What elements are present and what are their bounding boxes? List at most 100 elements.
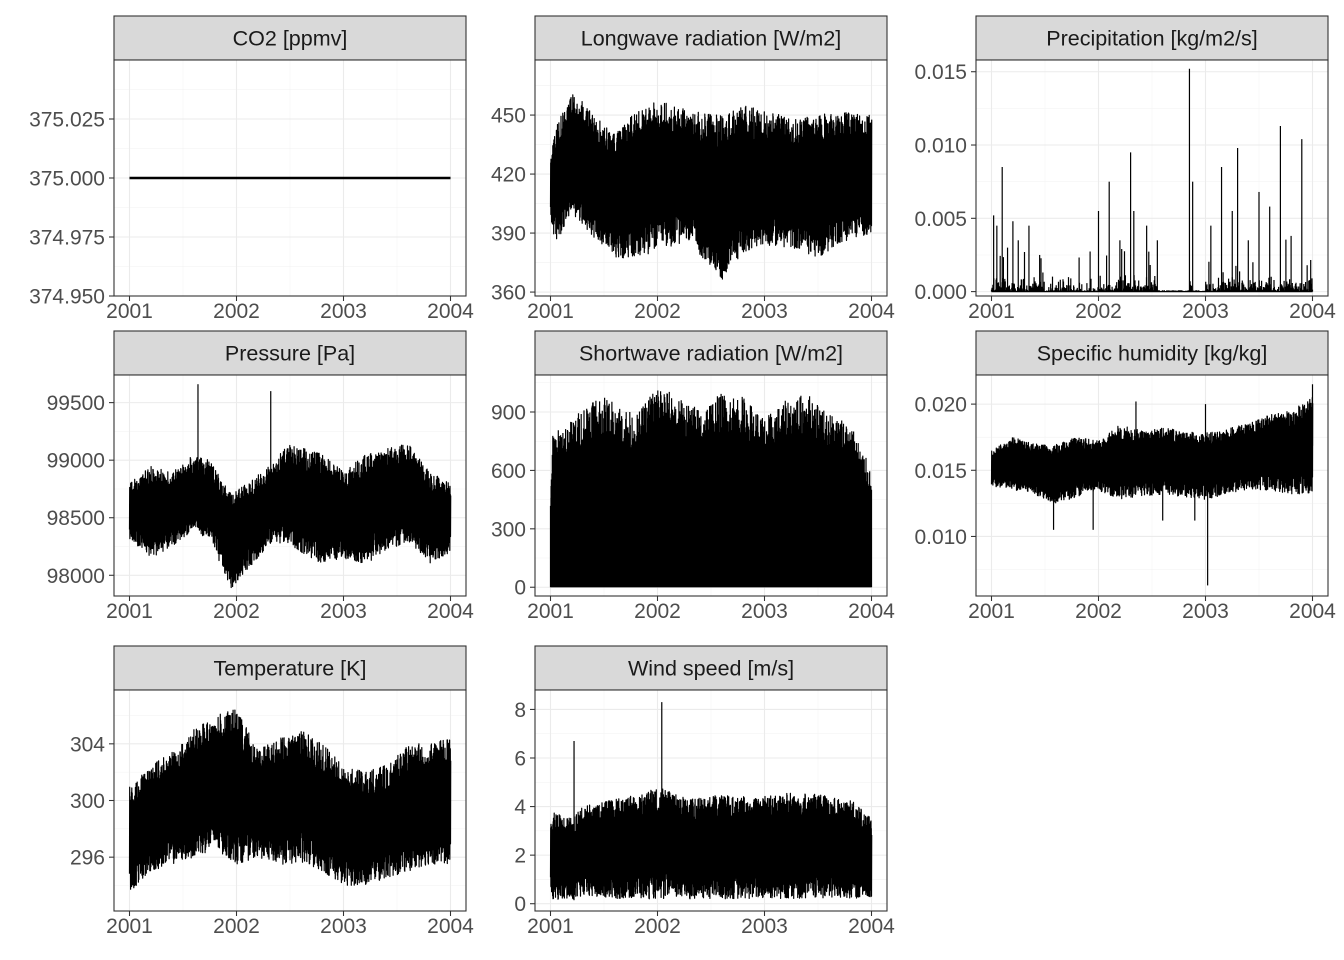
- panel-border: [534, 59, 888, 297]
- x-tick-label: 2001: [968, 600, 1015, 623]
- y-tick-label: 0.015: [914, 460, 967, 483]
- y-tick-label: 0.020: [914, 394, 967, 417]
- strip-background: [975, 15, 1329, 61]
- x-tick-label: 2003: [1182, 600, 1229, 623]
- strip-background: [113, 15, 467, 61]
- y-tick-label: 375.025: [29, 109, 105, 132]
- y-tick-label: 420: [491, 164, 526, 187]
- panel-border: [534, 689, 888, 912]
- facet-panel-4: Pressure [Pa] 98000 98500 99000 99500 2001 200…: [47, 330, 474, 623]
- series-line: [549, 788, 873, 901]
- x-tick-label: 2002: [213, 300, 260, 323]
- series-group: [549, 94, 873, 280]
- facet-panel-7: Temperature [K] 296 300 304 2001 2002 2003 2004: [70, 645, 474, 938]
- y-tick-label: 0.005: [914, 208, 967, 231]
- x-tick-label: 2003: [320, 915, 367, 938]
- x-tick-label: 2002: [213, 600, 260, 623]
- strip-background: [975, 330, 1329, 376]
- facet-panel-5: Shortwave radiation [W/m2] 0 300 600 900 2001…: [491, 330, 895, 623]
- x-tick-label: 2001: [968, 300, 1015, 323]
- x-tick-label: 2003: [741, 600, 788, 623]
- y-tick-label: 374.950: [29, 286, 105, 309]
- x-tick-label: 2001: [527, 600, 574, 623]
- facet-panel-8: Wind speed [m/s] 0 2 4 6 8 2001 2002 2003 2004: [514, 645, 895, 938]
- x-tick-label: 2002: [1075, 300, 1122, 323]
- series-group: [990, 384, 1314, 586]
- x-tick-label: 2003: [1182, 300, 1229, 323]
- strip-title: Longwave radiation [W/m2]: [581, 27, 842, 51]
- x-tick-label: 2001: [106, 300, 153, 323]
- panel-border: [113, 374, 467, 597]
- strip-title: Temperature [K]: [214, 657, 367, 681]
- y-tick-label: 0.010: [914, 135, 967, 158]
- series-group: [549, 702, 873, 901]
- x-tick-label: 2004: [427, 915, 474, 938]
- y-tick-label: 304: [70, 733, 105, 756]
- facet-panels: CO2 [ppmv]374.950374.975375.000375.02520…: [29, 15, 1336, 938]
- x-tick-label: 2002: [634, 600, 681, 623]
- x-tick-label: 2004: [1289, 300, 1336, 323]
- series-group: [128, 709, 452, 890]
- y-tick-label: 6: [514, 748, 526, 771]
- y-tick-label: 300: [70, 790, 105, 813]
- y-tick-label: 0.015: [914, 61, 967, 84]
- series-line: [128, 709, 452, 890]
- x-tick-label: 2002: [1075, 600, 1122, 623]
- y-tick-label: 2: [514, 845, 526, 868]
- y-tick-label: 0.010: [914, 526, 967, 549]
- y-tick-label: 374.975: [29, 227, 105, 250]
- facet-panel-1: CO2 [ppmv] 374.950 374.975 375.000 375.025 20…: [29, 15, 474, 323]
- strip-background: [113, 330, 467, 376]
- y-tick-label: 900: [491, 401, 526, 424]
- strip-title: Wind speed [m/s]: [628, 657, 794, 681]
- x-tick-label: 2004: [1289, 600, 1336, 623]
- strip-title: Shortwave radiation [W/m2]: [579, 342, 843, 366]
- y-tick-label: 8: [514, 699, 526, 722]
- strip-title: CO2 [ppmv]: [233, 27, 348, 51]
- y-tick-label: 600: [491, 460, 526, 483]
- y-tick-label: 98000: [47, 565, 105, 588]
- y-tick-label: 0.000: [914, 281, 967, 304]
- strip-background: [113, 645, 467, 691]
- series-line: [990, 397, 1314, 504]
- strip-title: Precipitation [kg/m2/s]: [1046, 27, 1258, 51]
- strip-title: Specific humidity [kg/kg]: [1037, 342, 1268, 366]
- panel-border: [975, 59, 1329, 297]
- x-tick-label: 2004: [848, 915, 895, 938]
- y-tick-label: 99500: [47, 392, 105, 415]
- y-tick-label: 360: [491, 282, 526, 305]
- y-tick-label: 450: [491, 105, 526, 128]
- series-line: [549, 390, 873, 588]
- x-tick-label: 2004: [427, 300, 474, 323]
- series-group: [990, 68, 1314, 293]
- x-tick-label: 2001: [527, 915, 574, 938]
- facet-panel-3: Precipitation [kg/m2/s] 0.000 0.005 0.010 0.…: [914, 15, 1336, 323]
- strip-background: [534, 645, 888, 691]
- x-tick-label: 2002: [634, 915, 681, 938]
- x-tick-label: 2004: [427, 600, 474, 623]
- facet-panel-2: Longwave radiation [W/m2] 360 390 420 450 200…: [491, 15, 895, 323]
- y-tick-label: 390: [491, 223, 526, 246]
- x-tick-label: 2001: [106, 600, 153, 623]
- y-tick-label: 98500: [47, 507, 105, 530]
- strip-background: [534, 330, 888, 376]
- y-tick-label: 300: [491, 518, 526, 541]
- y-tick-label: 0: [514, 577, 526, 600]
- series-group: [128, 384, 452, 589]
- y-tick-label: 375.000: [29, 168, 105, 191]
- x-tick-label: 2003: [320, 300, 367, 323]
- x-tick-label: 2001: [106, 915, 153, 938]
- y-tick-label: 4: [514, 796, 526, 819]
- x-tick-label: 2004: [848, 300, 895, 323]
- y-tick-label: 99000: [47, 450, 105, 473]
- strip-background: [534, 15, 888, 61]
- x-tick-label: 2001: [527, 300, 574, 323]
- x-tick-label: 2002: [213, 915, 260, 938]
- x-tick-label: 2003: [741, 915, 788, 938]
- y-tick-label: 296: [70, 847, 105, 870]
- series-line: [128, 444, 452, 589]
- panel-border: [534, 374, 888, 597]
- panel-border: [975, 374, 1329, 597]
- x-tick-label: 2003: [320, 600, 367, 623]
